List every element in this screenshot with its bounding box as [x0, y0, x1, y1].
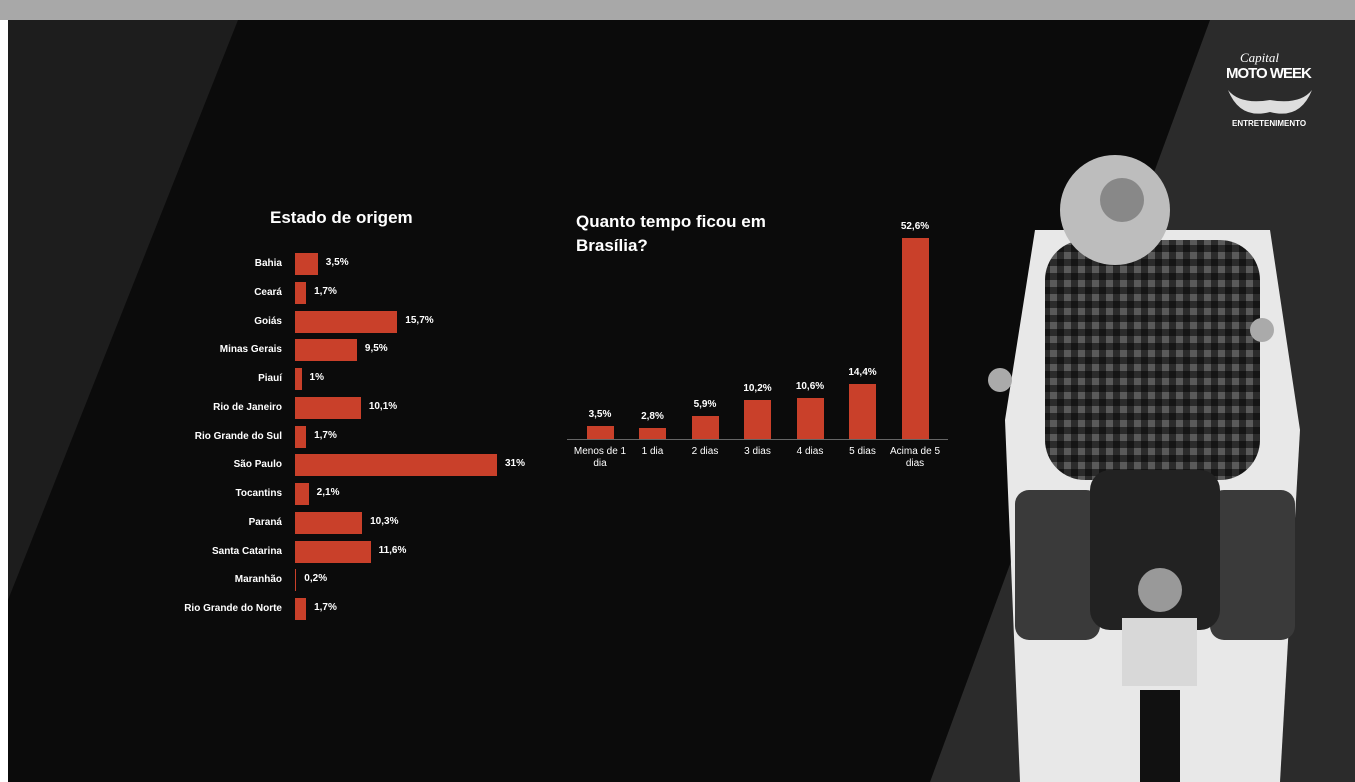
category-label: 4 dias — [782, 446, 838, 458]
logo-tagline: ENTRETENIMENTO — [1232, 119, 1306, 128]
value-label: 14,4% — [833, 367, 893, 378]
category-label: São Paulo — [82, 459, 282, 470]
category-label: 5 dias — [835, 446, 891, 458]
chart-title: Quanto tempo ficou em Brasília? — [576, 210, 766, 258]
bar — [295, 282, 306, 304]
background — [0, 0, 1355, 782]
bar — [295, 253, 318, 275]
bar — [295, 397, 361, 419]
bar — [692, 416, 719, 439]
value-label: 31% — [505, 458, 525, 469]
bar — [295, 598, 306, 620]
bar — [295, 339, 357, 361]
value-label: 10,2% — [728, 383, 788, 394]
rider-illustration — [988, 155, 1300, 782]
value-label: 1,7% — [314, 602, 337, 613]
category-label: 3 dias — [730, 446, 786, 458]
category-label: 2 dias — [677, 446, 733, 458]
category-label: 1 dia — [625, 446, 681, 458]
bar — [849, 384, 876, 439]
value-label: 9,5% — [365, 343, 388, 354]
value-label: 1,7% — [314, 430, 337, 441]
bar — [587, 426, 614, 439]
category-label: Rio Grande do Sul — [82, 431, 282, 442]
category-label: Acima de 5 dias — [887, 446, 943, 470]
value-label: 5,9% — [675, 399, 735, 410]
bar — [295, 569, 296, 591]
bar — [295, 368, 302, 390]
category-label: Minas Gerais — [82, 344, 282, 355]
logo-script: Capital — [1240, 50, 1279, 66]
value-label: 0,2% — [304, 573, 327, 584]
value-label: 1% — [310, 372, 324, 383]
value-label: 11,6% — [379, 545, 407, 556]
category-label: Paraná — [82, 517, 282, 528]
category-label: Goiás — [82, 316, 282, 327]
x-axis — [567, 439, 948, 440]
value-label: 1,7% — [314, 286, 337, 297]
bar — [295, 426, 306, 448]
bar — [295, 483, 309, 505]
value-label: 10,6% — [780, 381, 840, 392]
logo-name: MOTO WEEK — [1226, 65, 1311, 82]
value-label: 2,1% — [317, 487, 340, 498]
category-label: Rio Grande do Norte — [82, 603, 282, 614]
category-label: Piauí — [82, 373, 282, 384]
bar — [295, 512, 362, 534]
category-label: Menos de 1 dia — [572, 446, 628, 470]
bar — [902, 238, 929, 439]
value-label: 3,5% — [326, 257, 349, 268]
page: CapitalMOTO WEEK ENTRETENIMENTO Estado de … — [0, 0, 1355, 782]
category-label: Rio de Janeiro — [82, 402, 282, 413]
category-label: Maranhão — [82, 574, 282, 585]
value-label: 52,6% — [885, 221, 945, 232]
bar — [295, 311, 397, 333]
value-label: 10,1% — [369, 401, 397, 412]
category-label: Bahia — [82, 258, 282, 269]
bar — [639, 428, 666, 439]
value-label: 10,3% — [370, 516, 398, 527]
category-label: Ceará — [82, 287, 282, 298]
category-label: Tocantins — [82, 488, 282, 499]
value-label: 3,5% — [570, 409, 630, 420]
chart-title: Estado de origem — [270, 208, 413, 228]
value-label: 2,8% — [623, 411, 683, 422]
bar — [295, 454, 497, 476]
category-label: Santa Catarina — [82, 546, 282, 557]
bar — [797, 398, 824, 439]
bar — [295, 541, 371, 563]
value-label: 15,7% — [405, 315, 433, 326]
bar — [744, 400, 771, 439]
